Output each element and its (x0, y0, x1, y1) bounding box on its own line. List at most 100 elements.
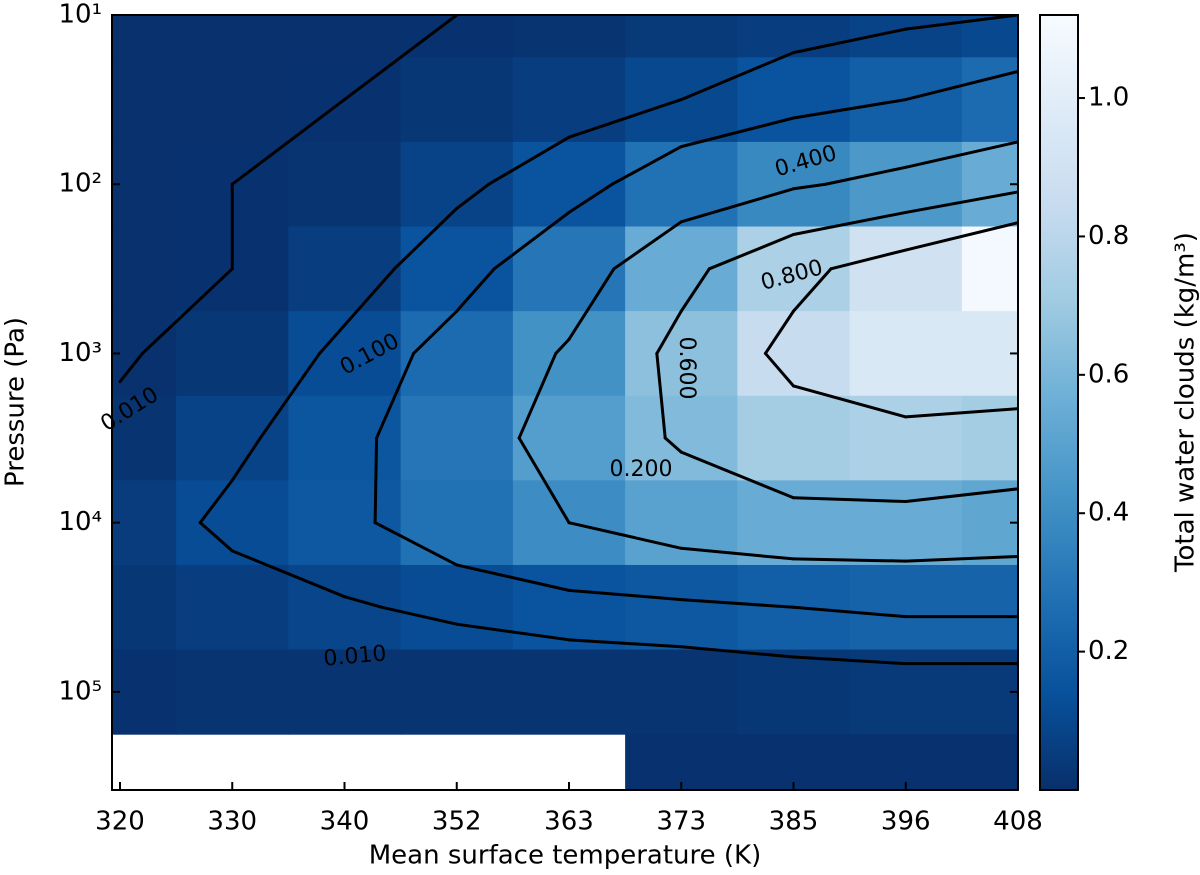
contour-line (829, 248, 908, 271)
heat-cell (625, 15, 738, 58)
heat-cell (961, 57, 1018, 143)
contour-line (792, 655, 908, 666)
contour-line (455, 622, 571, 642)
contour-line (492, 210, 571, 271)
contour-line (904, 140, 1018, 169)
heat-cell (112, 395, 177, 481)
y-tick-label: 10¹ (58, 0, 102, 30)
contour-line (455, 267, 496, 313)
heat-cell (849, 480, 963, 566)
contour-line (567, 267, 616, 341)
heat-cell (176, 649, 289, 735)
contour-line (610, 145, 683, 186)
colorbar-tick-label: 0.6 (1088, 359, 1129, 389)
x-tick-label: 396 (881, 807, 931, 837)
contour-line (792, 210, 908, 237)
heat-cell (512, 564, 626, 651)
contour-line (655, 351, 667, 440)
axes (111, 14, 1019, 791)
heat-cell (625, 311, 738, 397)
y-tick-label: 10³ (58, 338, 102, 368)
contours (118, 15, 1018, 666)
heat-cell (112, 564, 177, 651)
contour-line (118, 351, 144, 384)
contour-line (904, 487, 1018, 504)
heat-cell (112, 649, 177, 735)
contour-line (904, 15, 1018, 31)
contour-line (373, 436, 379, 525)
heat-cell (737, 395, 851, 481)
heat-cell (737, 480, 851, 566)
contour-line (707, 233, 795, 271)
heat-cell (961, 141, 1018, 228)
heat-cell (288, 226, 402, 312)
contour-line (679, 450, 795, 500)
contour-line (318, 323, 346, 355)
contour-line (343, 15, 459, 102)
contour-line (792, 267, 833, 313)
heat-cell (512, 57, 626, 143)
contour-line (679, 598, 795, 609)
contour-line (487, 135, 571, 186)
heat-cell (288, 395, 402, 481)
contour-label: 0.010 (322, 641, 387, 671)
contour-line (567, 182, 614, 214)
x-tick-label: 408 (993, 807, 1043, 837)
contour-line (904, 407, 1018, 419)
heat-cell (625, 734, 738, 790)
contour-line (792, 496, 908, 504)
y-tick-label: 10² (58, 169, 102, 199)
contour-line (904, 221, 1018, 252)
heat-cell (176, 311, 289, 397)
contour-line (679, 645, 795, 659)
contour-line (904, 555, 1018, 563)
heat-cell (176, 480, 289, 566)
heat-cell (112, 480, 177, 566)
heat-cell (849, 141, 963, 228)
heat-cell (112, 15, 177, 58)
heat-cell (849, 734, 963, 790)
colorbar-tick-label: 0.8 (1088, 221, 1129, 251)
heatmap (112, 15, 1018, 790)
heat-cell (112, 141, 177, 228)
heat-cell (288, 649, 402, 735)
contour-line (392, 206, 459, 271)
heat-cell (737, 649, 851, 735)
x-axis-label: Mean surface temperature (K) (369, 841, 762, 871)
x-tick-label: 320 (95, 807, 145, 837)
x-tick-label: 385 (769, 807, 819, 837)
heat-cell (112, 226, 177, 312)
heat-cell (512, 649, 626, 735)
heat-cell (512, 15, 626, 58)
contour-line (792, 557, 908, 563)
contour-line (140, 267, 234, 355)
heat-cell (288, 15, 402, 58)
contour-line (679, 116, 795, 149)
contour-line (663, 436, 683, 454)
contour-line (455, 563, 571, 592)
heat-cell (400, 395, 514, 481)
colorbar-tick-label: 0.4 (1088, 498, 1129, 528)
x-tick-label: 340 (320, 807, 370, 837)
contour-line (230, 549, 346, 599)
heat-cell (400, 564, 514, 651)
heat-cell (512, 141, 626, 228)
y-axis-label: Pressure (Pa) (1, 317, 31, 487)
contour-label: 0.200 (610, 457, 673, 482)
heat-cell (176, 395, 289, 481)
heat-cell (625, 141, 738, 228)
contour-line (554, 337, 571, 355)
heat-cell (176, 564, 289, 651)
heat-cell (849, 395, 963, 481)
contour-line (763, 309, 795, 355)
contour-line (792, 182, 828, 191)
plot-frame (111, 14, 1019, 791)
contour-line (679, 267, 711, 313)
contour-line (567, 588, 683, 602)
heat-cell (176, 57, 289, 143)
colorbar-tick-label: 0.2 (1088, 636, 1129, 666)
contour-line (517, 351, 558, 440)
heat-cell (400, 311, 514, 397)
heat-cell (737, 15, 851, 58)
